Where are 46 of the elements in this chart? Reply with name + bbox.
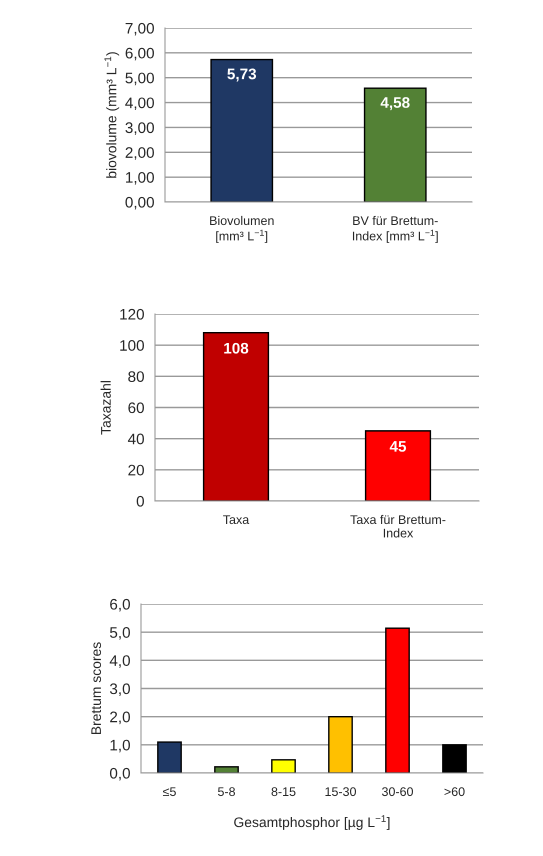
y-tick-label: 3,0 <box>110 683 130 696</box>
x-tick-label: 5-8 <box>218 787 235 796</box>
y-axis-title: Taxazahl <box>100 381 111 435</box>
y-axis-title: biovolume (mm³ L$^{−1}$) <box>104 52 120 178</box>
x-tick-label: Taxa für Brettum- Index <box>350 514 446 538</box>
y-tick-label: 7,00 <box>126 22 154 36</box>
y-tick-label: 6,0 <box>110 598 130 612</box>
x-axis-title: Gesamtphosphor [µg L$^{−1}$] <box>234 815 390 830</box>
x-tick-label: ≤5 <box>162 787 176 796</box>
y-tick-label: 120 <box>120 308 144 320</box>
data-label: 5,73 <box>227 68 256 82</box>
y-tick-label: 0,00 <box>125 196 154 210</box>
y-tick-label: 1,00 <box>126 172 154 185</box>
y-tick-label: 0 <box>136 496 144 507</box>
bar <box>157 741 182 773</box>
x-tick-label: >60 <box>444 787 465 796</box>
y-tick-label: 40 <box>128 434 144 444</box>
y-tick-label: 5,0 <box>110 627 130 640</box>
y-tick-label: 5,00 <box>125 72 154 86</box>
x-tick-label: Taxa <box>223 515 250 524</box>
bar <box>328 716 353 773</box>
y-tick-label: 80 <box>128 371 144 382</box>
x-tick-label: BV für Brettum- Index [mm³ L$^{−1}$] <box>352 216 438 243</box>
y-tick-label: 0,0 <box>110 768 130 780</box>
y-tick-label: 20 <box>128 464 144 476</box>
bar <box>385 628 410 773</box>
bar <box>442 744 467 773</box>
y-tick-label: 100 <box>120 340 144 351</box>
bar <box>271 759 296 773</box>
x-tick-label: 30-60 <box>382 787 413 796</box>
x-tick-label: 8-15 <box>272 787 296 796</box>
x-tick-label: Biovolumen [mm³ L$^{−1}$] <box>210 216 274 243</box>
x-tick-label: 15-30 <box>325 787 356 796</box>
y-tick-label: 2,00 <box>126 147 154 160</box>
y-tick-label: 2,0 <box>110 712 130 724</box>
data-label: 108 <box>224 342 248 354</box>
y-tick-label: 60 <box>128 402 144 414</box>
bar <box>214 766 239 773</box>
data-label: 4,58 <box>380 97 410 110</box>
y-tick-label: 4,0 <box>110 655 130 668</box>
data-label: 45 <box>390 441 406 452</box>
y-tick-label: 3,00 <box>125 122 154 135</box>
y-axis-title: Brettum scores <box>91 642 102 734</box>
y-tick-label: 4,00 <box>125 97 154 110</box>
y-tick-label: 1,0 <box>110 740 130 752</box>
y-tick-label: 6,00 <box>126 48 154 60</box>
